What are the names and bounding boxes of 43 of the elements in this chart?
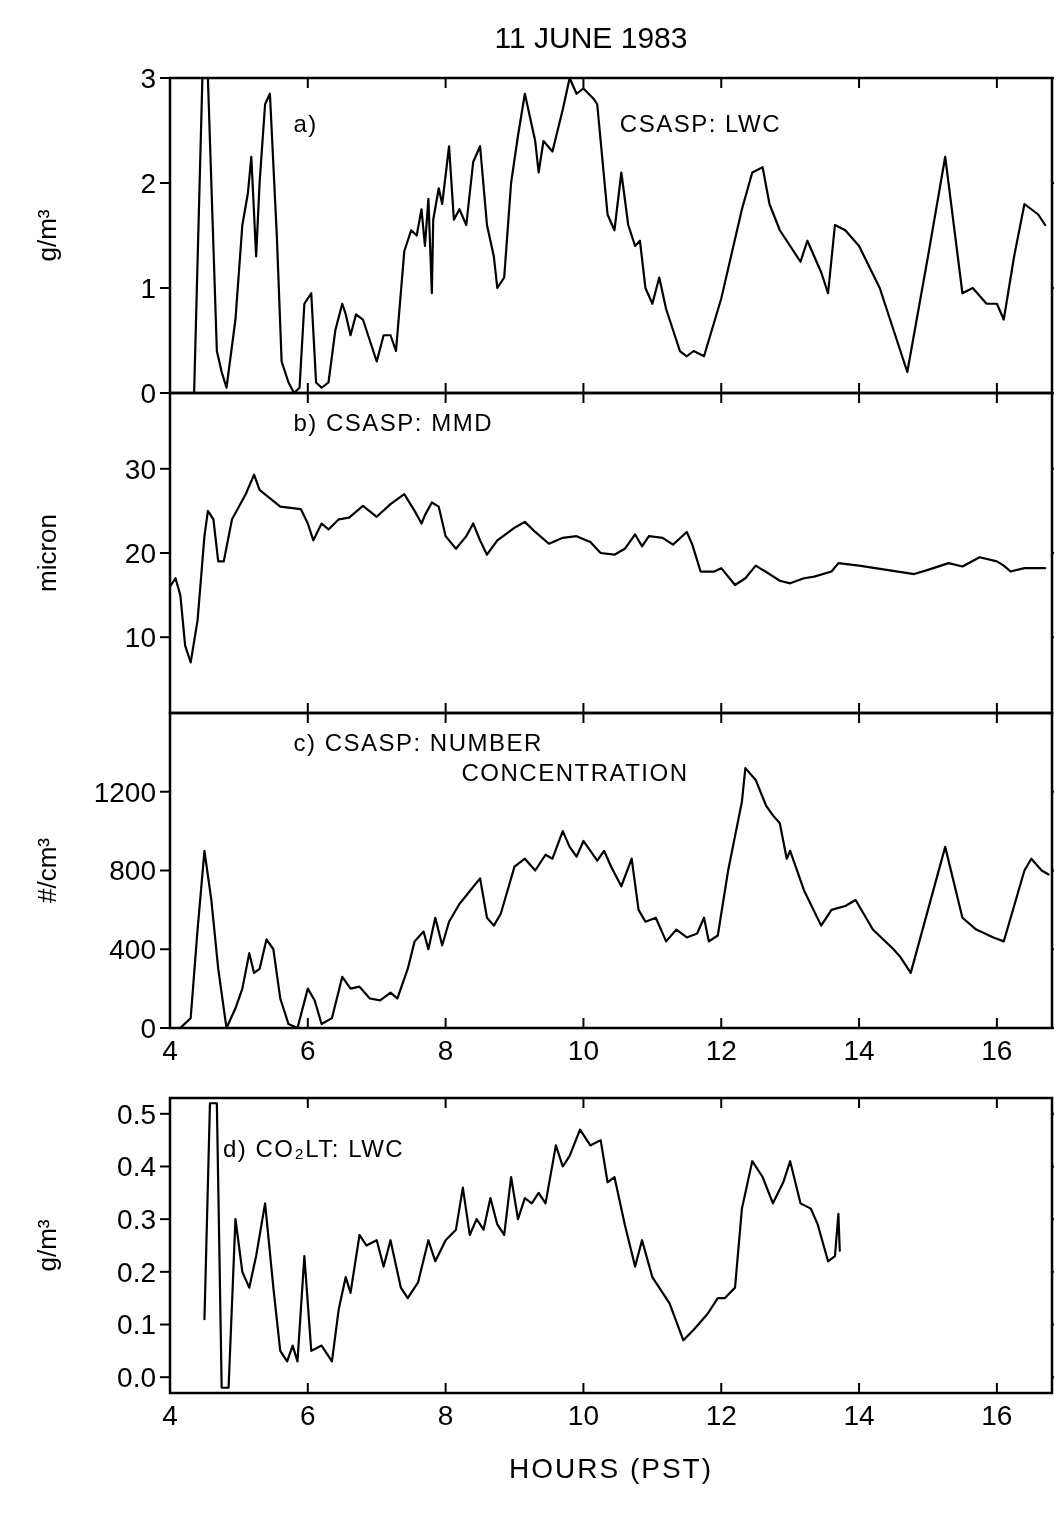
y-tick-label: 1	[140, 272, 156, 304]
y-tick-label: 0.1	[117, 1309, 156, 1341]
x-tick-label: 14	[843, 1400, 875, 1431]
x-tick-label: 6	[300, 1400, 316, 1431]
line-series	[203, 1102, 841, 1389]
x-tick-label: 4	[162, 1400, 178, 1431]
y-tick-label: 0	[140, 377, 156, 409]
y-tick-label: 0.0	[117, 1362, 156, 1393]
y-tick-label: 0.4	[117, 1151, 156, 1183]
y-tick-label: 400	[109, 934, 156, 966]
y-axis-title: g/m³	[32, 209, 62, 262]
x-tick-label: 16	[981, 1035, 1013, 1066]
x-tick-label: 14	[843, 1035, 875, 1066]
y-tick-label: 30	[124, 453, 156, 485]
y-tick-label: 2	[140, 167, 156, 199]
y-tick-label: 10	[124, 622, 156, 654]
annotation: a)	[293, 109, 318, 137]
x-axis-title: HOURS (PST)	[509, 1453, 713, 1484]
y-axis-title: g/m³	[32, 1219, 62, 1272]
annotation: c) CSASP: NUMBER CONCENTRATION	[293, 728, 689, 786]
annotation: d) CO₂LT: LWC	[222, 1135, 405, 1162]
x-tick-label: 6	[300, 1035, 316, 1066]
chart-title: 11 JUNE 1983	[494, 21, 688, 54]
x-tick-label: 4	[162, 1035, 178, 1066]
x-tick-label: 8	[437, 1400, 454, 1431]
annotation: b) CSASP: MMD	[293, 409, 494, 437]
y-tick-label: 0.3	[117, 1203, 156, 1235]
y-tick-label: 20	[124, 537, 156, 569]
x-tick-label: 8	[437, 1035, 454, 1066]
y-tick-label: 3	[140, 62, 156, 94]
x-tick-label: 16	[981, 1400, 1013, 1431]
x-tick-label: 10	[567, 1035, 600, 1066]
y-axis-title: micron	[32, 513, 62, 593]
x-tick-label: 10	[567, 1400, 600, 1431]
y-tick-label: 800	[109, 855, 156, 887]
y-tick-label: 0.5	[117, 1098, 156, 1130]
x-tick-label: 12	[705, 1400, 737, 1431]
x-tick-label: 12	[705, 1035, 737, 1066]
y-tick-label: 0.2	[117, 1256, 156, 1288]
y-tick-label: 1200	[93, 776, 156, 808]
annotation: CSASP: LWC	[619, 109, 782, 137]
y-tick-label: 0	[140, 1012, 156, 1044]
y-axis-title: #/cm³	[32, 837, 62, 903]
